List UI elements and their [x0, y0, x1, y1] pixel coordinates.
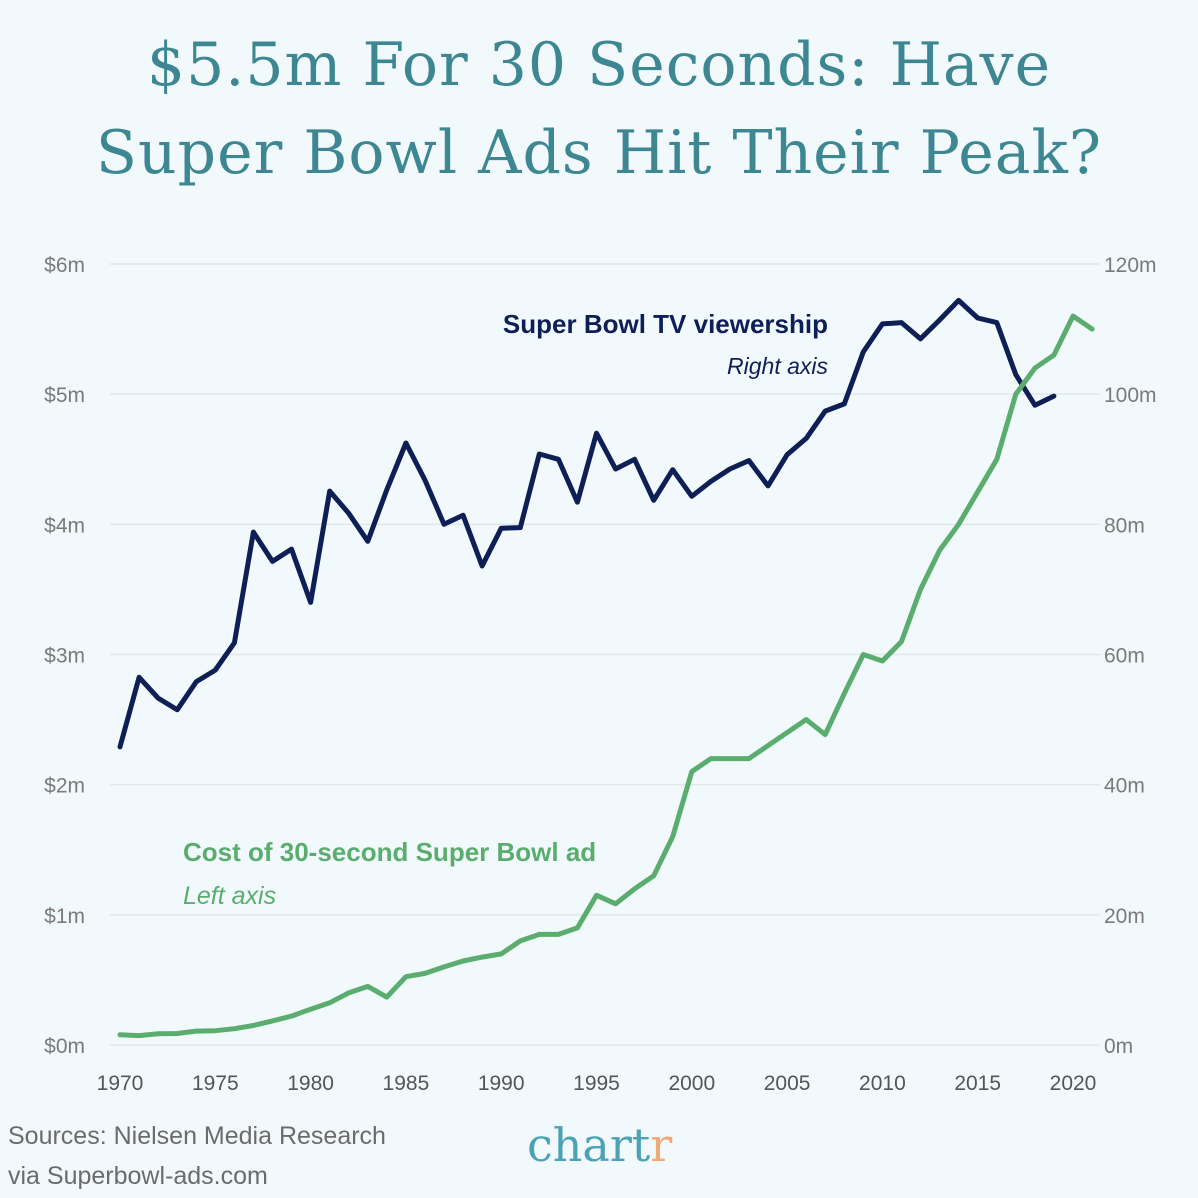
right-axis-tick-label: 120m	[1104, 254, 1157, 277]
right-axis-tick-label: 60m	[1104, 645, 1145, 668]
x-axis-tick-label: 2020	[1050, 1072, 1097, 1095]
x-axis-tick-label: 1990	[478, 1072, 525, 1095]
left-axis-tick-label: $3m	[44, 645, 85, 668]
x-axis-tick-label: 1970	[97, 1072, 144, 1095]
left-axis-tick-label: $5m	[44, 384, 85, 407]
x-axis-tick-label: 1995	[573, 1072, 620, 1095]
right-axis-tick-label: 40m	[1104, 775, 1145, 798]
x-axis-tick-label: 2010	[859, 1072, 906, 1095]
right-axis-tick-label: 100m	[1104, 384, 1157, 407]
right-axis-tick-label: 0m	[1104, 1035, 1133, 1058]
x-axis-tick-label: 2000	[668, 1072, 715, 1095]
x-axis-tick-label: 2005	[764, 1072, 811, 1095]
series-sublabel-viewership: Right axis	[727, 353, 828, 379]
right-axis-tick-label: 20m	[1104, 905, 1145, 928]
left-axis-tick-label: $2m	[44, 775, 85, 798]
x-axis-tick-label: 1975	[192, 1072, 239, 1095]
chartr-logo: chartr	[527, 1118, 672, 1172]
series-line-ad-cost	[117, 313, 1095, 1039]
left-axis-tick-label: $6m	[44, 254, 85, 277]
series-label-ad-cost: Cost of 30-second Super Bowl ad	[183, 837, 596, 867]
logo-end: r	[650, 1118, 673, 1172]
left-axis-tick-label: $0m	[44, 1035, 85, 1058]
chart-title-line-2: Super Bowl Ads Hit Their Peak?	[95, 118, 1103, 188]
series-line-viewership	[117, 297, 1057, 750]
source-line-2: via Superbowl-ads.com	[8, 1162, 268, 1190]
x-axis-tick-label: 2015	[954, 1072, 1001, 1095]
logo-main: chart	[527, 1118, 651, 1172]
right-axis-tick-label: 80m	[1104, 514, 1145, 537]
left-axis-tick-label: $4m	[44, 514, 85, 537]
series-sublabel-ad-cost: Left axis	[183, 882, 276, 910]
source-line-1: Sources: Nielsen Media Research	[8, 1122, 386, 1150]
x-axis-tick-label: 1980	[287, 1072, 334, 1095]
series-label-viewership: Super Bowl TV viewership	[503, 309, 828, 339]
chart-title-line-1: $5.5m For 30 Seconds: Have	[146, 30, 1052, 100]
left-axis-tick-label: $1m	[44, 905, 85, 928]
x-axis-tick-label: 1985	[383, 1072, 430, 1095]
